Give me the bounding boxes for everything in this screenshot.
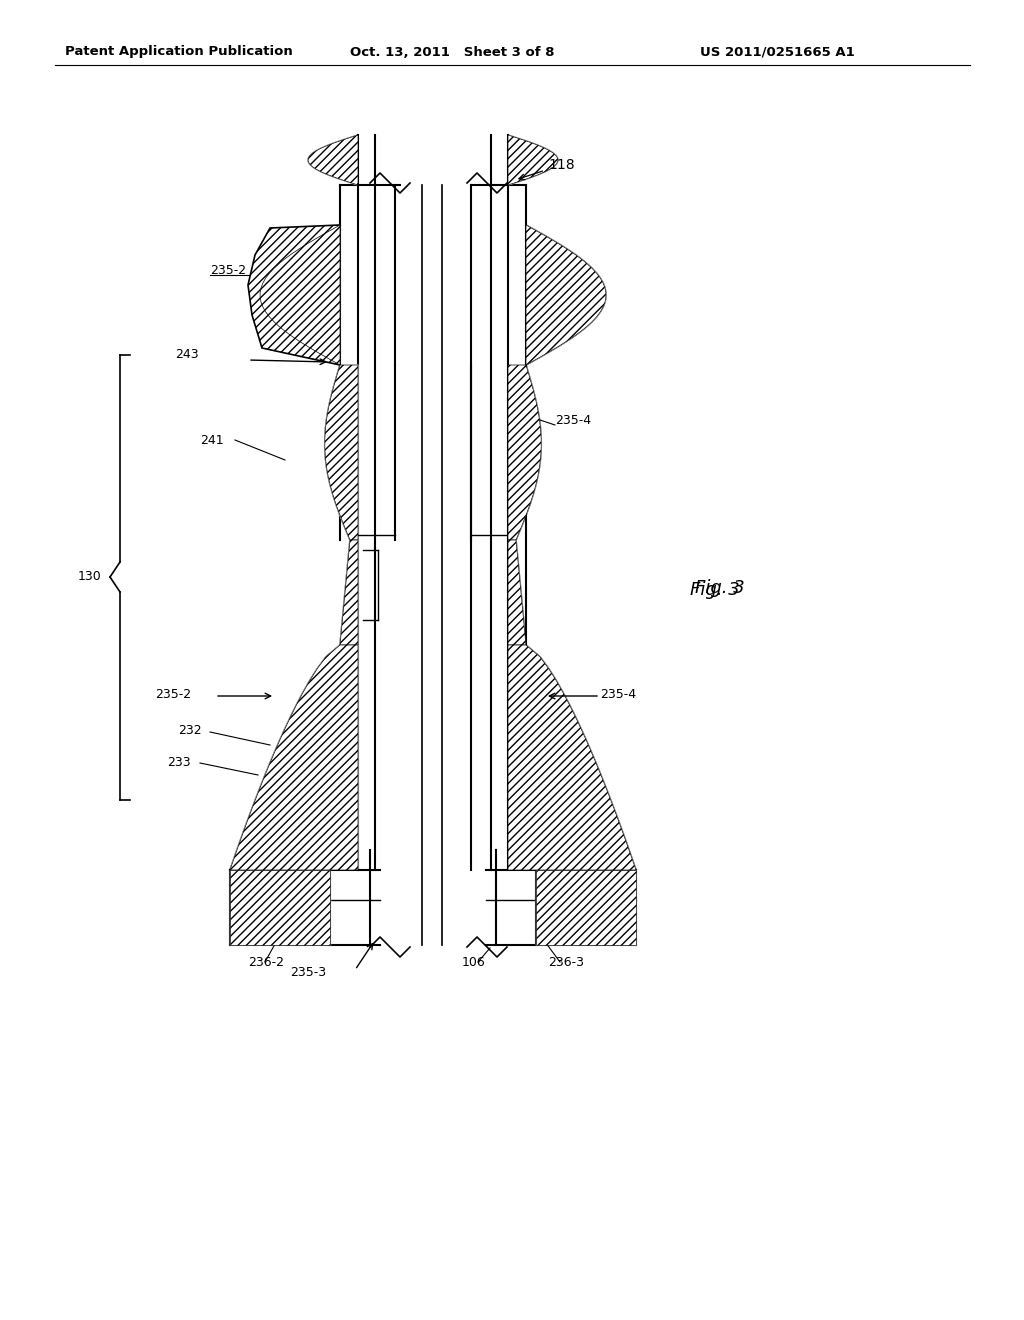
Polygon shape [508,645,636,870]
Text: 236-2: 236-2 [248,956,284,969]
Polygon shape [508,540,526,645]
Text: Oct. 13, 2011   Sheet 3 of 8: Oct. 13, 2011 Sheet 3 of 8 [350,45,555,58]
Text: 243: 243 [175,348,199,362]
Text: 241: 241 [200,433,223,446]
Text: 106: 106 [462,956,485,969]
Text: 130: 130 [78,570,101,583]
Polygon shape [340,540,358,645]
Polygon shape [325,366,358,540]
Polygon shape [230,870,330,945]
Text: 232: 232 [178,723,202,737]
Polygon shape [526,224,606,366]
Text: 233: 233 [167,755,190,768]
Polygon shape [508,366,542,540]
Polygon shape [230,645,358,870]
Polygon shape [508,540,526,645]
Text: US 2011/0251665 A1: US 2011/0251665 A1 [700,45,855,58]
Text: Fig. 3: Fig. 3 [690,581,739,599]
Polygon shape [230,870,330,945]
Polygon shape [308,135,358,185]
Polygon shape [230,645,358,870]
Text: 235-2: 235-2 [155,689,191,701]
Text: Fig. 3: Fig. 3 [695,579,744,597]
Polygon shape [536,870,636,945]
Polygon shape [308,135,358,185]
Text: 235-4: 235-4 [555,413,591,426]
Polygon shape [508,366,542,540]
Polygon shape [260,224,340,366]
Polygon shape [526,224,606,366]
Polygon shape [260,224,340,366]
Polygon shape [508,645,636,870]
Polygon shape [248,224,340,366]
Text: 236-3: 236-3 [548,956,584,969]
Polygon shape [508,135,558,185]
Polygon shape [325,366,358,540]
Text: 235-3: 235-3 [290,965,326,978]
Text: 235-4: 235-4 [600,689,636,701]
Polygon shape [508,135,558,185]
Polygon shape [536,870,636,945]
Text: Patent Application Publication: Patent Application Publication [65,45,293,58]
Polygon shape [248,224,340,366]
Polygon shape [340,540,358,645]
Text: 235-2: 235-2 [210,264,246,276]
Text: 118: 118 [519,158,574,180]
